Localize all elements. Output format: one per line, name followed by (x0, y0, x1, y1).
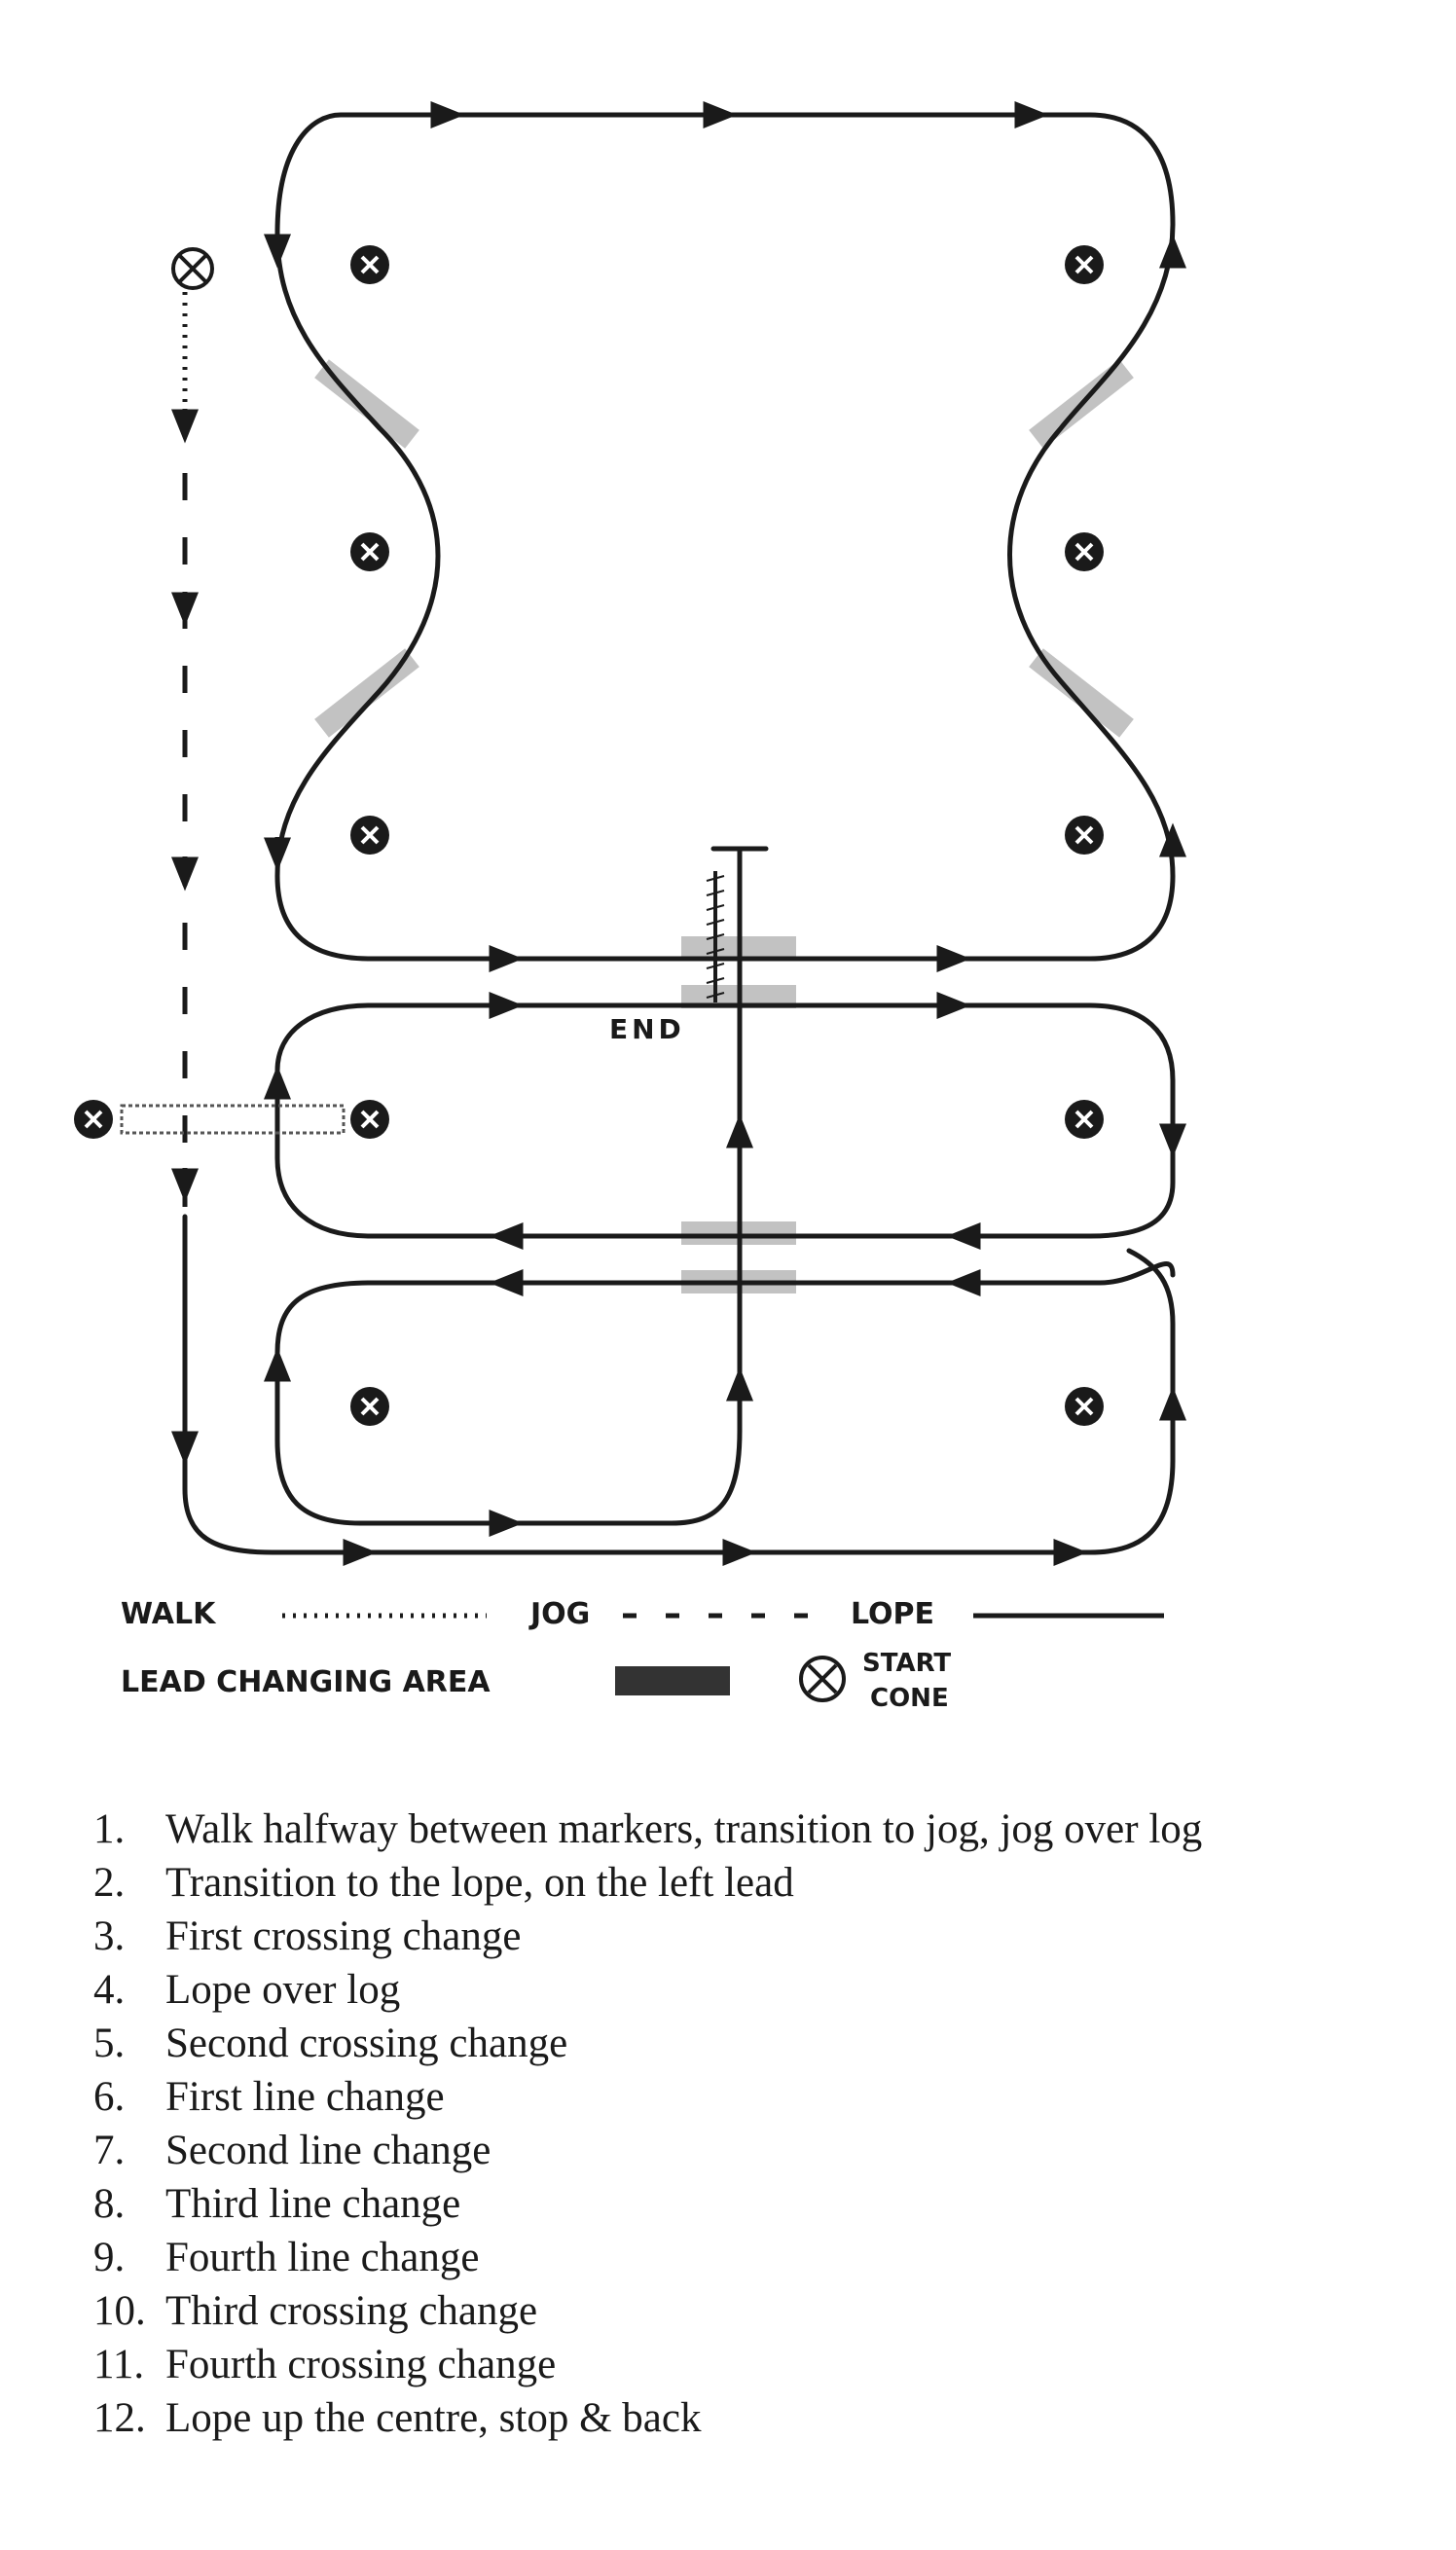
step-item: 5. Second crossing change (93, 2017, 1437, 2070)
step-item: 8. Third line change (93, 2177, 1437, 2231)
marker (1065, 245, 1104, 284)
step-text: Third crossing change (165, 2288, 538, 2334)
legend-jog-label: JOG (528, 1597, 590, 1631)
step-item: 10. Third crossing change (93, 2284, 1437, 2338)
log-obstacle (120, 1104, 346, 1135)
step-text: Third line change (165, 2181, 461, 2227)
marker (350, 532, 389, 571)
marker (1065, 1100, 1104, 1139)
lower-left-loop (274, 1097, 743, 1526)
step-number: 10. (93, 2288, 146, 2334)
step-item: 3. First crossing change (93, 1910, 1437, 1963)
step-text: Lope over log (165, 1967, 401, 2013)
step-text: Lope up the centre, stop & back (165, 2395, 702, 2441)
legend-start-cone-icon (799, 1656, 846, 1702)
legend-lope-label: LOPE (851, 1597, 934, 1631)
step-text: First crossing change (165, 1913, 522, 1959)
step-item: 1. Walk halfway between markers, transiti… (93, 1803, 1437, 1856)
step-number: 4. (93, 1967, 126, 2013)
step-item: 2. Transition to the lope, on the left le… (93, 1856, 1437, 1910)
step-text: Fourth crossing change (165, 2342, 557, 2387)
pattern-diagram: END WALK JOG LOPE LEAD CHANGING AREA STA… (74, 101, 1186, 1713)
direction-arrows (171, 101, 1186, 1566)
step-number: 1. (93, 1806, 126, 1852)
upper-serpentine (274, 112, 1176, 962)
step-item: 12. Lope up the centre, stop & back (93, 2391, 1437, 2445)
start-cone-icon (171, 247, 214, 290)
marker (1065, 816, 1104, 855)
step-number: 3. (93, 1913, 126, 1959)
step-text: Second crossing change (165, 2021, 568, 2066)
marker (1065, 532, 1104, 571)
legend-start-label: START (862, 1649, 951, 1678)
lead-change-area (314, 648, 419, 738)
step-number: 11. (93, 2342, 145, 2387)
step-text: Transition to the lope, on the left lead (165, 1860, 794, 1906)
end-label: END (609, 1013, 685, 1045)
marker (1065, 1387, 1104, 1426)
step-item: 7. Second line change (93, 2124, 1437, 2177)
end-log (706, 871, 725, 1002)
step-item: 9. Fourth line change (93, 2231, 1437, 2284)
step-item: 6. First line change (93, 2070, 1437, 2124)
marker (74, 1100, 113, 1139)
lope-path (182, 112, 1176, 1555)
legend: WALK JOG LOPE LEAD CHANGING AREA START C… (121, 1597, 1164, 1713)
step-number: 6. (93, 2074, 126, 2120)
lower-outer-loop (182, 1214, 1176, 1555)
step-item: 4. Lope over log (93, 1963, 1437, 2017)
marker (350, 816, 389, 855)
legend-lead-change-label: LEAD CHANGING AREA (121, 1665, 491, 1699)
marker (350, 1100, 389, 1139)
legend-cone-label: CONE (870, 1684, 949, 1713)
lead-changing-areas (314, 359, 1134, 1293)
step-text: Fourth line change (165, 2235, 480, 2280)
markers (74, 245, 1104, 1426)
step-text: First line change (165, 2074, 445, 2120)
step-number: 7. (93, 2128, 126, 2173)
marker (350, 1387, 389, 1426)
step-text: Walk halfway between markers, transition… (165, 1806, 1203, 1852)
step-number: 9. (93, 2235, 126, 2280)
middle-inner-line (367, 1261, 1176, 1286)
marker (350, 245, 389, 284)
step-number: 12. (93, 2395, 146, 2441)
steps-list: 1. Walk halfway between markers, transiti… (93, 1803, 1437, 2445)
step-number: 5. (93, 2021, 126, 2066)
step-number: 2. (93, 1860, 126, 1906)
step-item: 11. Fourth crossing change (93, 2338, 1437, 2391)
step-text: Second line change (165, 2128, 491, 2173)
legend-walk-label: WALK (121, 1597, 217, 1631)
middle-loop (274, 1002, 1176, 1239)
step-number: 8. (93, 2181, 126, 2227)
legend-lead-change-bar (615, 1666, 730, 1695)
